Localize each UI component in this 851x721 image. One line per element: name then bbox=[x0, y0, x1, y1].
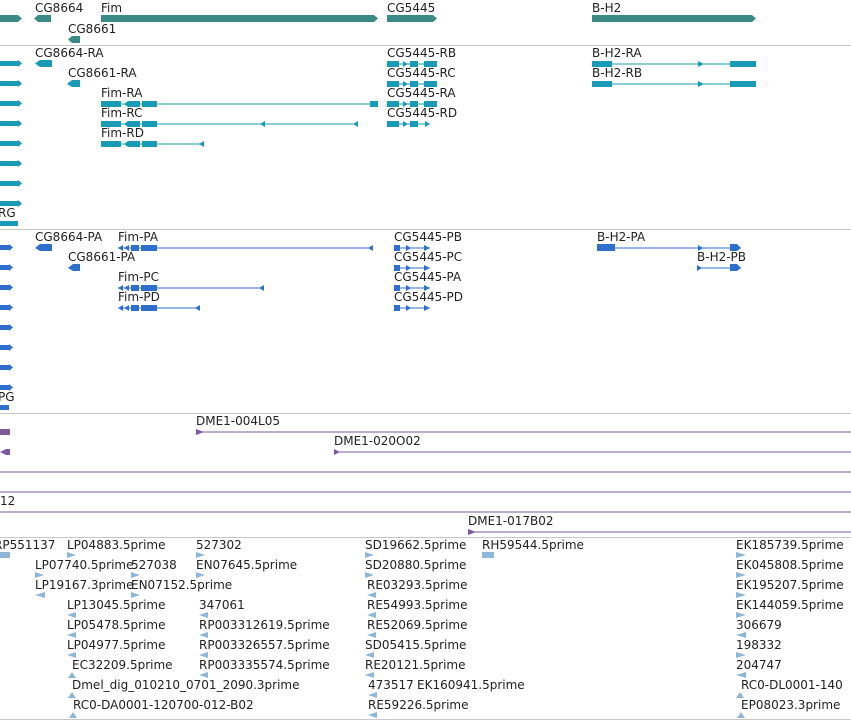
est-label[interactable]: SD05415.5prime bbox=[365, 638, 467, 652]
est-label[interactable]: LP04977.5prime bbox=[67, 638, 166, 652]
transcript-label[interactable]: B-H2-RA bbox=[592, 46, 642, 60]
est-label[interactable]: EN07152.5prime bbox=[131, 578, 233, 592]
track-divider bbox=[0, 45, 851, 46]
est-label[interactable]: LP05478.5prime bbox=[67, 618, 166, 632]
est-label[interactable]: RP003312619.5prime bbox=[199, 618, 330, 632]
transcript-label[interactable]: CG5445-RD bbox=[387, 106, 458, 120]
transcript-label[interactable]: RG bbox=[0, 206, 16, 220]
clone-label[interactable]: DME1-004L05 bbox=[196, 414, 280, 428]
gene-label[interactable]: B-H2 bbox=[592, 1, 622, 15]
est-label[interactable]: RE03293.5prime bbox=[367, 578, 468, 592]
est-label[interactable]: EP08023.3prime bbox=[741, 698, 841, 712]
gene-glyph-left bbox=[0, 15, 22, 22]
transcript-label[interactable]: CG5445-RC bbox=[387, 66, 456, 80]
gene-track: CG8664 Fim CG5445 B-H2 CG8661 bbox=[0, 0, 851, 45]
protein-label[interactable]: PG bbox=[0, 390, 15, 404]
est-label[interactable]: EN07645.5prime bbox=[196, 558, 298, 572]
clone-label[interactable]: DME1-017B02 bbox=[468, 514, 554, 528]
edge-arrows-left bbox=[0, 244, 13, 410]
transcript-label[interactable]: CG5445-RB bbox=[387, 46, 457, 60]
est-label[interactable]: Dmel_dig_010210_0701_2090.3prime bbox=[72, 678, 300, 692]
est-label[interactable]: EC32209.5prime bbox=[72, 658, 173, 672]
protein-label[interactable]: B-H2-PB bbox=[697, 250, 747, 264]
est-label[interactable]: 204747 bbox=[736, 658, 782, 672]
est-label[interactable]: 527038 bbox=[131, 558, 177, 572]
est-label[interactable]: SD19662.5prime bbox=[365, 538, 467, 552]
est-label[interactable]: RP003326557.5prime bbox=[199, 638, 330, 652]
gene-glyph-B-H2 bbox=[592, 15, 756, 22]
protein-label[interactable]: CG5445-PB bbox=[394, 230, 463, 244]
est-label[interactable]: EK160941.5prime bbox=[417, 678, 525, 692]
gene-glyph-CG8661 bbox=[68, 36, 80, 43]
protein-glyphs bbox=[0, 244, 741, 410]
protein-label[interactable]: CG5445-PA bbox=[394, 270, 462, 284]
gene-label[interactable]: CG8661 bbox=[68, 22, 117, 36]
est-label[interactable]: 347061 bbox=[199, 598, 245, 612]
protein-track: CG8664-PA Fim-PA CG8661-PA Fim-PC Fim-PD… bbox=[0, 230, 747, 404]
est-label[interactable]: LP07740.5prime bbox=[35, 558, 134, 572]
est-label[interactable]: SD20880.5prime bbox=[365, 558, 467, 572]
transcript-track: CG8664-RA CG8661-RA Fim-RA Fim-RC Fim-RD… bbox=[0, 0, 851, 229]
protein-label[interactable]: CG5445-PC bbox=[394, 250, 463, 264]
protein-label[interactable]: Fim-PA bbox=[118, 230, 159, 244]
est-label[interactable]: 198332 bbox=[736, 638, 782, 652]
protein-label[interactable]: CG8664-PA bbox=[35, 230, 103, 244]
protein-label[interactable]: CG5445-PD bbox=[394, 290, 464, 304]
est-label[interactable]: LP04883.5prime bbox=[67, 538, 166, 552]
est-glyphs bbox=[0, 552, 746, 718]
est-label[interactable]: RC0-DA0001-120700-012-B02 bbox=[73, 698, 254, 712]
est-label[interactable]: LP19167.3prime bbox=[35, 578, 134, 592]
transcript-label[interactable]: CG8661-RA bbox=[68, 66, 137, 80]
transcript-label[interactable]: B-H2-RB bbox=[592, 66, 643, 80]
track-divider bbox=[0, 413, 851, 414]
cg5445-proteins bbox=[394, 245, 430, 311]
protein-label[interactable]: B-H2-PA bbox=[597, 230, 646, 244]
track-divider bbox=[0, 229, 851, 230]
clone-glyphs bbox=[0, 429, 851, 535]
gene-label[interactable]: CG5445 bbox=[387, 1, 436, 15]
est-label[interactable]: EK185739.5prime bbox=[736, 538, 844, 552]
transcript-label[interactable]: Fim-RD bbox=[101, 126, 144, 140]
transcript-label[interactable]: Fim-RC bbox=[101, 106, 143, 120]
est-label[interactable]: RH59544.5prime bbox=[482, 538, 584, 552]
est-label[interactable]: EK195207.5prime bbox=[736, 578, 844, 592]
transcript-glyphs bbox=[0, 60, 756, 226]
est-label[interactable]: EK144059.5prime bbox=[736, 598, 844, 612]
est-label[interactable]: RP551137 bbox=[0, 538, 56, 552]
est-label[interactable]: EK045808.5prime bbox=[736, 558, 844, 572]
est-label[interactable]: RC0-DL0001-140 bbox=[741, 678, 843, 692]
est-label[interactable]: LP13045.5prime bbox=[67, 598, 166, 612]
gene-glyph-CG5445 bbox=[387, 15, 437, 22]
est-label[interactable]: RP003335574.5prime bbox=[199, 658, 330, 672]
gene-label[interactable]: Fim bbox=[101, 1, 123, 15]
transcript-label[interactable]: CG5445-RA bbox=[387, 86, 456, 100]
gene-label[interactable]: CG8664 bbox=[35, 1, 84, 15]
edge-arrows-left bbox=[0, 60, 22, 226]
cg5445-transcripts bbox=[387, 61, 437, 127]
transcript-label[interactable]: Fim-RA bbox=[101, 86, 143, 100]
gene-glyph-CG8664 bbox=[34, 15, 51, 22]
gene-glyph-Fim bbox=[101, 15, 378, 22]
track-divider bbox=[0, 537, 851, 538]
clone-track: DME1-004L05 DME1-020O02 12 DME1-017B02 bbox=[0, 414, 554, 528]
gene-glyphs bbox=[0, 15, 756, 43]
track-divider bbox=[0, 719, 851, 720]
protein-label[interactable]: Fim-PC bbox=[118, 270, 159, 284]
est-label[interactable]: RE20121.5prime bbox=[365, 658, 466, 672]
protein-label[interactable]: CG8661-PA bbox=[68, 250, 136, 264]
est-label[interactable]: RE59226.5prime bbox=[368, 698, 469, 712]
clone-label[interactable]: DME1-020O02 bbox=[334, 434, 421, 448]
est-label[interactable]: 473517 bbox=[368, 678, 414, 692]
est-label[interactable]: RE52069.5prime bbox=[367, 618, 468, 632]
transcript-label[interactable]: CG8664-RA bbox=[35, 46, 104, 60]
clone-label[interactable]: 12 bbox=[0, 494, 16, 508]
est-label[interactable]: 306679 bbox=[736, 618, 782, 632]
est-label[interactable]: RE54993.5prime bbox=[367, 598, 468, 612]
protein-label[interactable]: Fim-PD bbox=[118, 290, 160, 304]
est-label[interactable]: 527302 bbox=[196, 538, 242, 552]
